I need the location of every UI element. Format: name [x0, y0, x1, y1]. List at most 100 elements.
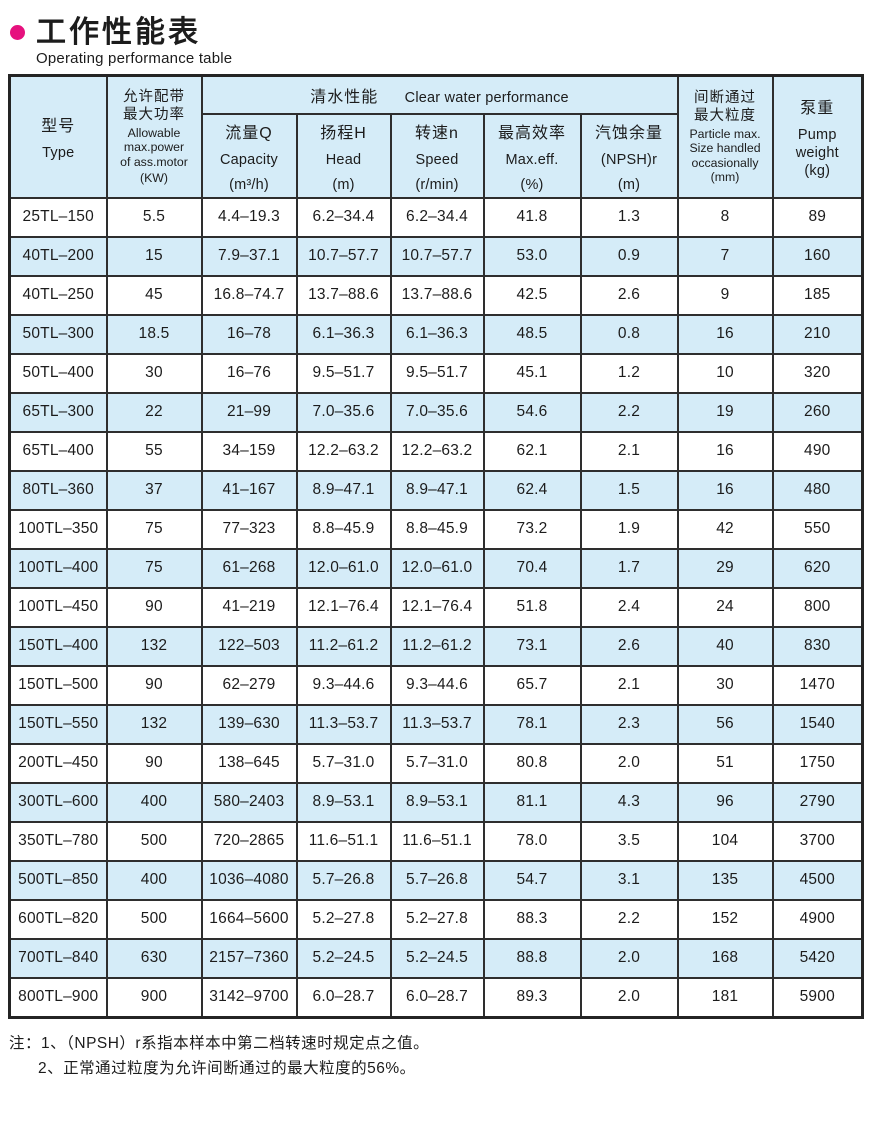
value-cell: 2157–7360: [200, 937, 298, 979]
value-cell: 16: [676, 469, 774, 511]
col-header-power-en1: Allowable: [127, 125, 181, 140]
col-header-particle-unit: (mm): [710, 170, 740, 185]
value-cell: 1.7: [579, 547, 679, 589]
table-row: 600TL–820 500 1664–5600 5.2–27.8 5.2–27.8 88.…: [8, 898, 864, 940]
value-cell: 41–219: [200, 586, 298, 628]
value-cell: 260: [771, 391, 864, 433]
value-cell: 96: [676, 781, 774, 823]
value-cell: 620: [771, 547, 864, 589]
value-cell: 1.5: [579, 469, 679, 511]
value-cell: 139–630: [200, 703, 298, 745]
value-cell: 12.1–76.4: [389, 586, 485, 628]
value-cell: 630: [105, 937, 203, 979]
model-cell: 65TL–300: [8, 391, 108, 433]
value-cell: 24: [676, 586, 774, 628]
value-cell: 1750: [771, 742, 864, 784]
value-cell: 9.5–51.7: [295, 352, 392, 394]
value-cell: 15: [105, 235, 203, 277]
value-cell: 4.3: [579, 781, 679, 823]
value-cell: 42.5: [482, 274, 582, 316]
value-cell: 5900: [771, 976, 864, 1018]
value-cell: 9.3–44.6: [295, 664, 392, 706]
col-header-speed-unit: (r/min): [415, 176, 459, 193]
value-cell: 9.3–44.6: [389, 664, 485, 706]
value-cell: 19: [676, 391, 774, 433]
value-cell: 6.2–34.4: [389, 196, 485, 238]
value-cell: 16: [676, 430, 774, 472]
value-cell: 2.6: [579, 274, 679, 316]
value-cell: 73.2: [482, 508, 582, 550]
value-cell: 4500: [771, 859, 864, 901]
col-header-capacity-en: Capacity: [219, 151, 278, 168]
table-row: 25TL–150 5.5 4.4–19.3 6.2–34.4 6.2–34.4 41.8 1…: [8, 196, 864, 238]
col-header-weight-zh: 泵重: [800, 100, 835, 118]
value-cell: 104: [676, 820, 774, 862]
col-header-weight-unit: (kg): [804, 163, 831, 180]
col-header-npsh-unit: (m): [617, 176, 641, 193]
value-cell: 56: [676, 703, 774, 745]
value-cell: 45.1: [482, 352, 582, 394]
value-cell: 2.1: [579, 664, 679, 706]
value-cell: 90: [105, 742, 203, 784]
table-header: 型号 Type 允许配带 最大功率 Allowable max.power of…: [8, 74, 864, 199]
value-cell: 1036–4080: [200, 859, 298, 901]
group-header-clear-water: 清水性能 Clear water performance: [200, 74, 679, 115]
col-header-weight-en1: Pump: [797, 127, 837, 144]
value-cell: 42: [676, 508, 774, 550]
value-cell: 54.6: [482, 391, 582, 433]
col-header-type-en: Type: [42, 145, 75, 162]
model-cell: 800TL–900: [8, 976, 108, 1018]
value-cell: 6.0–28.7: [389, 976, 485, 1018]
value-cell: 5.2–24.5: [389, 937, 485, 979]
col-header-particle-en1: Particle max.: [689, 126, 761, 141]
model-cell: 25TL–150: [8, 196, 108, 238]
value-cell: 2.3: [579, 703, 679, 745]
table-row: 65TL–300 22 21–99 7.0–35.6 7.0–35.6 54.6 2.2 19…: [8, 391, 864, 433]
value-cell: 48.5: [482, 313, 582, 355]
table-row: 800TL–900 900 3142–9700 6.0–28.7 6.0–28.7 89.…: [8, 976, 864, 1018]
value-cell: 62.4: [482, 469, 582, 511]
value-cell: 8.9–53.1: [295, 781, 392, 823]
value-cell: 138–645: [200, 742, 298, 784]
value-cell: 168: [676, 937, 774, 979]
col-header-head-zh: 扬程H: [320, 124, 367, 142]
value-cell: 10: [676, 352, 774, 394]
table-row: 40TL–200 15 7.9–37.1 10.7–57.7 10.7–57.7 53.0…: [8, 235, 864, 277]
value-cell: 5.2–27.8: [295, 898, 392, 940]
value-cell: 16.8–74.7: [200, 274, 298, 316]
value-cell: 5.2–27.8: [389, 898, 485, 940]
value-cell: 7.9–37.1: [200, 235, 298, 277]
col-header-capacity: 流量Q Capacity (m³/h): [200, 112, 298, 199]
value-cell: 77–323: [200, 508, 298, 550]
value-cell: 70.4: [482, 547, 582, 589]
col-header-particle-zh1: 间断通过: [694, 89, 757, 106]
table-row: 350TL–780 500 720–2865 11.6–51.1 11.6–51.1 78…: [8, 820, 864, 862]
value-cell: 3.1: [579, 859, 679, 901]
value-cell: 122–503: [200, 625, 298, 667]
value-cell: 132: [105, 625, 203, 667]
value-cell: 62–279: [200, 664, 298, 706]
value-cell: 3.5: [579, 820, 679, 862]
value-cell: 41.8: [482, 196, 582, 238]
model-cell: 500TL–850: [8, 859, 108, 901]
value-cell: 1.3: [579, 196, 679, 238]
value-cell: 45: [105, 274, 203, 316]
value-cell: 21–99: [200, 391, 298, 433]
model-cell: 600TL–820: [8, 898, 108, 940]
table-row: 100TL–450 90 41–219 12.1–76.4 12.1–76.4 51.8 2…: [8, 586, 864, 628]
col-header-head-unit: (m): [332, 176, 355, 193]
value-cell: 490: [771, 430, 864, 472]
model-cell: 100TL–400: [8, 547, 108, 589]
value-cell: 78.1: [482, 703, 582, 745]
value-cell: 500: [105, 820, 203, 862]
value-cell: 34–159: [200, 430, 298, 472]
table-row: 150TL–500 90 62–279 9.3–44.6 9.3–44.6 65.7 2.1…: [8, 664, 864, 706]
table-row: 500TL–850 400 1036–4080 5.7–26.8 5.7–26.8 54.…: [8, 859, 864, 901]
col-header-capacity-unit: (m³/h): [229, 176, 269, 193]
value-cell: 11.3–53.7: [295, 703, 392, 745]
value-cell: 30: [105, 352, 203, 394]
value-cell: 3142–9700: [200, 976, 298, 1018]
value-cell: 5.7–26.8: [295, 859, 392, 901]
value-cell: 18.5: [105, 313, 203, 355]
